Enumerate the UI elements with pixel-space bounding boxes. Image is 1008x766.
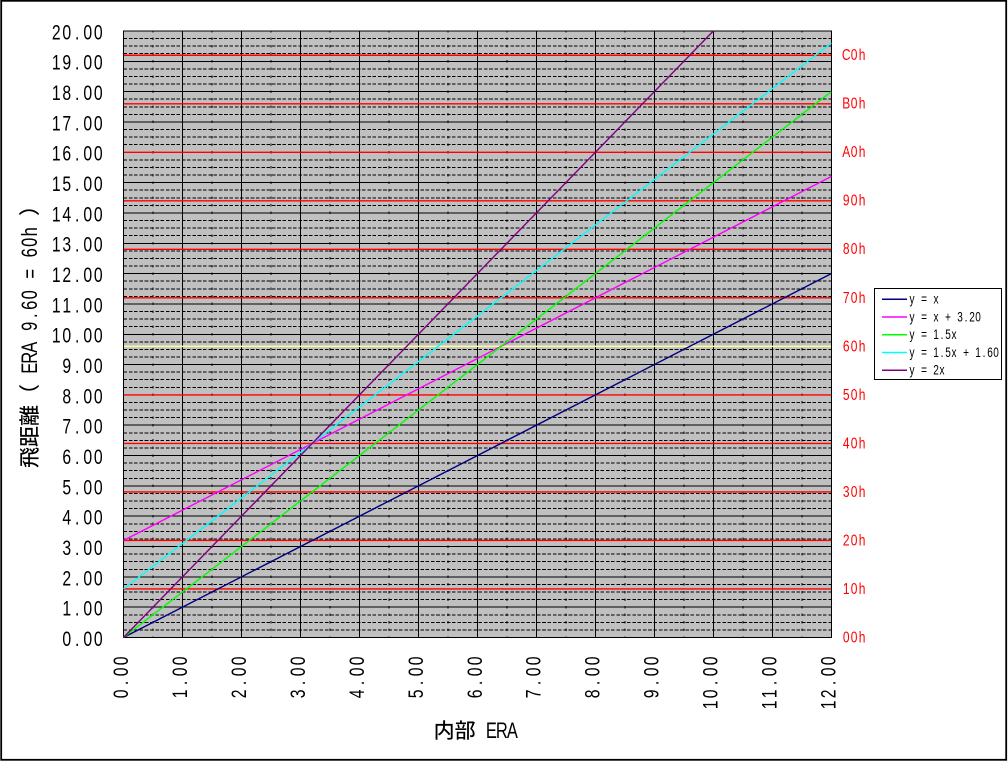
svg-text:C0h: C0h (842, 45, 865, 63)
svg-text:18.00: 18.00 (52, 81, 103, 105)
svg-text:y = 1.5x: y = 1.5x (909, 327, 956, 343)
svg-text:11.00: 11.00 (52, 293, 103, 317)
svg-text:90h: 90h (843, 191, 865, 209)
svg-text:50h: 50h (843, 385, 865, 403)
svg-text:80h: 80h (843, 240, 865, 258)
svg-text:14.00: 14.00 (52, 202, 103, 226)
svg-text:20.00: 20.00 (52, 20, 103, 44)
svg-text:17.00: 17.00 (52, 111, 103, 135)
svg-text:30h: 30h (843, 482, 865, 500)
svg-text:y = x: y = x (909, 291, 938, 307)
svg-text:19.00: 19.00 (52, 50, 103, 74)
svg-text:B0h: B0h (842, 94, 865, 112)
svg-text:15.00: 15.00 (52, 172, 103, 196)
svg-text:40h: 40h (843, 434, 865, 452)
svg-text:10h: 10h (843, 579, 865, 597)
svg-text:00h: 00h (843, 628, 865, 646)
svg-text:12.00: 12.00 (816, 657, 840, 710)
svg-text:13.00: 13.00 (52, 232, 103, 256)
svg-text:11.00: 11.00 (757, 657, 781, 710)
svg-text:10.00: 10.00 (52, 323, 103, 347)
svg-text:20h: 20h (843, 531, 865, 549)
svg-text:ERA: ERA (486, 719, 518, 744)
svg-text:10.00: 10.00 (698, 657, 722, 710)
svg-text:70h: 70h (843, 288, 865, 306)
svg-text:12.00: 12.00 (52, 263, 103, 287)
svg-text:60h: 60h (843, 337, 865, 355)
svg-text:16.00: 16.00 (52, 141, 103, 165)
svg-text:A0h: A0h (842, 142, 865, 160)
